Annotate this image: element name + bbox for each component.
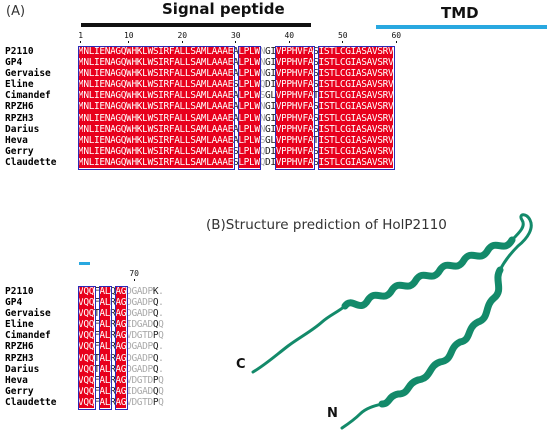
ruler-dot <box>128 41 130 43</box>
sequence-name: RPZH6 <box>5 341 34 353</box>
sequence-name: P2110 <box>5 46 34 57</box>
sequence-names-top: P2110 GP4 Gervaise Eline Cimandef RPZH6 RPZH3 D… <box>5 46 56 168</box>
protein-ribbon <box>251 213 533 430</box>
sequence-row: VQQTALRAGDGADPQ. <box>78 363 164 375</box>
sequence-row: MNLIENAGQWHKLWSIRFALLSAMLAAAEALPLWNGIVPP… <box>78 46 394 58</box>
sequence-row: VQQFALRAGVDGTDPQ <box>78 330 164 342</box>
ruler-tick: 50 <box>337 31 348 40</box>
sequence-row: MNLIENAGQWHKLWSIRFALLSAMLAAAEALPLWNGIVPP… <box>78 101 394 113</box>
ruler-tick: 40 <box>284 31 295 40</box>
signal-peptide-bar <box>81 23 311 27</box>
ruler-dot <box>395 41 397 43</box>
sequence-name: Gervaise <box>5 308 51 320</box>
conserved-block-box <box>114 285 128 410</box>
alignment-top: MNLIENAGQWHKLWSIRFALLSAMLAAAEALPLWNGIVPP… <box>77 45 396 170</box>
sequence-row: MNLIENAGQWHKLWSIRFALLSAMLAAAEALPLWSGLVPP… <box>78 134 394 146</box>
ruler-tick: 30 <box>230 31 241 40</box>
sequence-name: Eline <box>5 319 34 331</box>
sequence-name: RPZH6 <box>5 101 34 113</box>
ruler-tick: 60 <box>391 31 402 40</box>
conserved-block-box <box>238 45 262 170</box>
sequence-name: Gerry <box>5 145 34 157</box>
ruler-dot <box>342 41 344 43</box>
sequence-name: Cimandef <box>5 90 51 102</box>
ruler-dot <box>288 41 290 43</box>
panel-b-title: (B)Structure prediction of HolP2110 <box>206 217 447 233</box>
sequence-row: VQQFALRAGIDGADQQ <box>78 319 164 331</box>
upper-helix <box>341 236 516 310</box>
conserved-block-box <box>318 45 396 170</box>
sequence-row: MNLIENAGQWHKLWSIRFALLSAMLAAAEALPLWSGLVPP… <box>78 90 394 102</box>
sequence-name: P2110 <box>5 286 34 297</box>
sequence-name: Darius <box>5 123 40 135</box>
conserved-block-box <box>275 45 315 170</box>
n-terminal-coil <box>340 402 384 430</box>
sequence-row: VQQFALRAGVDGTDPQ <box>78 396 164 409</box>
sequence-name: GP4 <box>5 297 23 309</box>
sequence-row: VQQFALRAGDGADPQ. <box>78 297 164 309</box>
sequence-row: MNLIENAGQWHKLWSIRFALLSAMLAAAEALPLWNGIVPP… <box>78 68 394 80</box>
n-terminus-label: N <box>327 406 338 421</box>
sequence-row: MNLIENAGQWHKLWSIRFALLSAMLAAAESLPLWQDIVPP… <box>78 145 394 157</box>
ruler-tick: 1 <box>78 31 84 40</box>
sequence-row: VQQFALRAGIDGADQQ <box>78 385 164 397</box>
conserved-block-box <box>77 45 235 170</box>
lower-helix <box>378 266 504 408</box>
sequence-name: Cimandef <box>5 330 51 342</box>
c-terminal-coil <box>251 304 347 374</box>
sequence-name: Gervaise <box>5 68 51 80</box>
sequence-row: MNLIENAGQWHKLWSIRFALLSAMLAAAEALPLWNGIVPP… <box>78 112 394 124</box>
ruler-dot <box>133 279 135 281</box>
signal-peptide-label: Signal peptide <box>162 0 285 18</box>
sequence-row: VQQFALRAGDGADPQ. <box>78 341 164 353</box>
sequence-name: Claudette <box>5 156 57 168</box>
tmd-bar <box>376 25 547 29</box>
sequence-name: RPZH3 <box>5 352 34 364</box>
ruler-dot <box>181 41 183 43</box>
sequence-row: VQQTALRAGDGADPQ. <box>78 308 164 320</box>
sequence-row: VQQTALRAGDGADPQ. <box>78 352 164 364</box>
tmd-label: TMD <box>441 4 479 22</box>
sequence-names-bottom: P2110 GP4 Gervaise Eline Cimandef RPZH6 RPZH3 D… <box>5 286 56 408</box>
ruler-tick: 70 <box>129 269 139 278</box>
sequence-row: VQQFALRAGVDGTDPQ <box>78 374 164 386</box>
ruler-tick: 10 <box>123 31 134 40</box>
alignment-bottom: VQQFALQAGDGADPK. VQQFALRAGDGADPQ. VQQTALRA… <box>77 285 164 410</box>
ruler-dot <box>235 41 237 43</box>
sequence-name: Heva <box>5 134 28 146</box>
sequence-name: GP4 <box>5 57 23 69</box>
sequence-name: Heva <box>5 374 28 386</box>
ruler-dot <box>80 41 82 43</box>
sequence-row: MNLIENAGQWHKLWSIRFALLSAMLAAAEALPLWNGIVPP… <box>78 123 394 135</box>
sequence-row: MNLIENAGQWHKLWSIRFALLSAMLAAAEALPLWNGIVPP… <box>78 57 394 69</box>
sequence-row: VQQFALQAGDGADPK. <box>78 286 164 298</box>
c-terminus-label: C <box>236 357 246 372</box>
sequence-name: Darius <box>5 363 40 375</box>
sequence-name: Gerry <box>5 385 34 397</box>
tmd-bar-continuation <box>79 262 90 265</box>
sequence-name: RPZH3 <box>5 112 34 124</box>
top-loop <box>498 213 533 272</box>
sequence-row: MNLIENAGQWHKLWSIRFALLSAMLAAAESLPLWQDIVPP… <box>78 79 394 91</box>
sequence-name: Claudette <box>5 396 57 408</box>
ruler-tick: 20 <box>177 31 188 40</box>
sequence-row: MNLIENAGQWHKLWSIRFALLSAMLAAAESLPLWQDIVPP… <box>78 156 394 169</box>
conserved-block-box <box>77 285 96 410</box>
sequence-name: Eline <box>5 79 34 91</box>
conserved-block-box <box>98 285 112 410</box>
panel-a-label: (A) <box>6 4 26 19</box>
